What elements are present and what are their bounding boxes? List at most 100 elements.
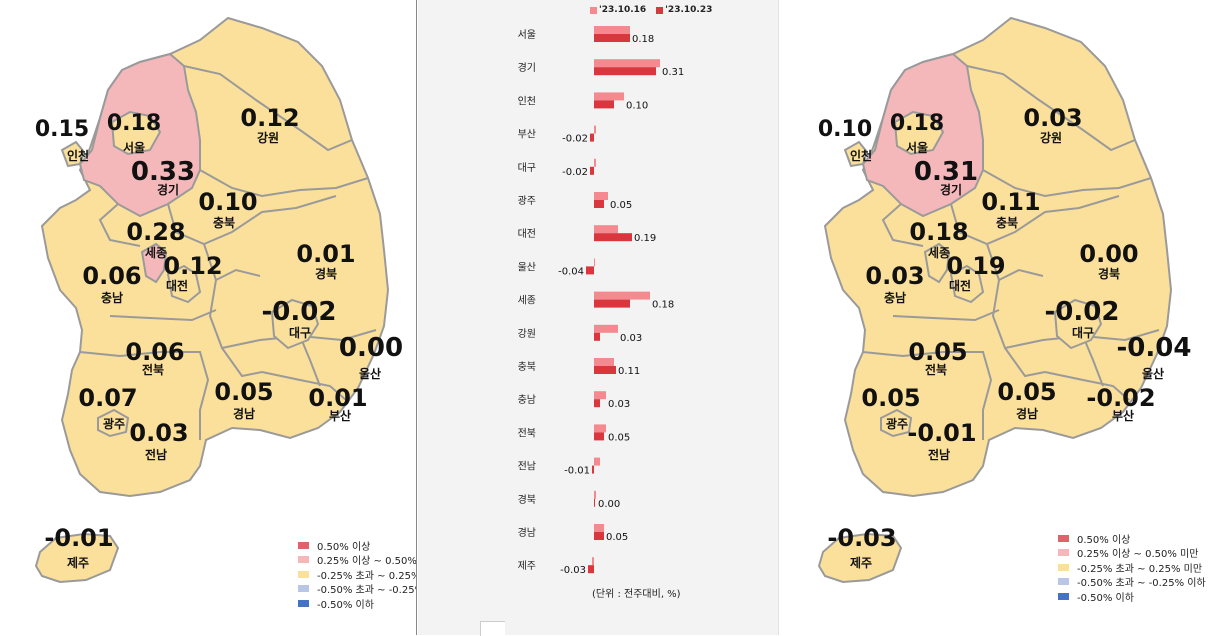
map-name-gwangju: 광주 bbox=[103, 416, 125, 431]
map-name-gyeonggi: 경기 bbox=[157, 182, 179, 197]
bar-curr-8 bbox=[594, 299, 630, 308]
bar-curr-6 bbox=[594, 233, 632, 242]
bar-curr-13 bbox=[592, 465, 594, 474]
legend-row-3: -0.50% 초과 ~ -0.25% 이하 bbox=[1058, 575, 1206, 589]
daegu-shape bbox=[1053, 298, 1103, 350]
bar-curr-1 bbox=[594, 67, 656, 76]
map-name-ulsan: 울산 bbox=[1142, 366, 1164, 381]
bar-curr-16 bbox=[588, 565, 594, 574]
bar-category-1: 경기 bbox=[518, 61, 536, 74]
bar-prev-16 bbox=[592, 557, 594, 566]
province-border bbox=[881, 203, 924, 247]
legend-row-2: -0.25% 초과 ~ 0.25% bbox=[298, 567, 416, 582]
bar-category-6: 대전 bbox=[518, 228, 536, 240]
map-name-chungbuk: 충북 bbox=[213, 215, 235, 230]
map-value-jeonbuk: 0.06 bbox=[125, 338, 184, 366]
map-value-chungbuk: 0.10 bbox=[198, 188, 257, 216]
map-value-gwangju: 0.05 bbox=[861, 384, 920, 412]
daejeon-shape bbox=[949, 264, 985, 304]
legend-swatch bbox=[298, 556, 309, 564]
map-value-ulsan: 0.00 bbox=[339, 333, 403, 363]
incheon-shape bbox=[843, 140, 869, 168]
bar-curr-3 bbox=[590, 133, 594, 142]
right-map-panel: 0.10 인천 0.18 서울 0.31 경기 0.03 강원 0.11 충북 0.18 세종 0.03… bbox=[780, 0, 1226, 635]
sejong-shape bbox=[140, 242, 168, 284]
map-value-seoul: 0.18 bbox=[890, 111, 944, 136]
legend-swatch bbox=[1058, 549, 1069, 557]
legend-label: -0.50% 이하 bbox=[317, 599, 374, 611]
gwangju-shape bbox=[880, 408, 913, 438]
bar-prev-12 bbox=[594, 424, 606, 433]
map-value-daejeon: 0.12 bbox=[163, 252, 222, 280]
bar-label-13: -0.01 bbox=[564, 466, 590, 477]
bar-category-10: 충북 bbox=[518, 361, 536, 373]
province-border bbox=[109, 309, 217, 322]
bar-curr-11 bbox=[594, 399, 600, 408]
legend-label: 0.25% 이상 ~ 0.50% 미만 bbox=[1077, 549, 1199, 561]
bar-category-2: 인천 bbox=[518, 95, 536, 107]
jeju-shape bbox=[34, 532, 120, 584]
bar-category-12: 전북 bbox=[518, 427, 536, 439]
bar-prev-13 bbox=[594, 457, 600, 466]
legend-row-1: 0.25% 이상 ~ 0.50% bbox=[298, 553, 416, 568]
left-map-legend: 0.50% 이상 0.25% 이상 ~ 0.50% -0.25% 초과 ~ 0.25… bbox=[298, 538, 416, 611]
map-value-gyeonggi: 0.33 bbox=[131, 157, 195, 187]
legend-label-prev: '23.10.16 bbox=[599, 5, 647, 15]
bar-category-8: 세종 bbox=[518, 295, 536, 307]
map-name-busan: 부산 bbox=[1112, 408, 1134, 423]
legend-row-0: 0.50% 이상 bbox=[298, 538, 416, 553]
map-value-sejong: 0.28 bbox=[126, 218, 185, 246]
bar-prev-9 bbox=[594, 324, 618, 333]
map-value-ulsan: -0.04 bbox=[1117, 333, 1192, 363]
map-name-ulsan: 울산 bbox=[359, 366, 381, 381]
province-border bbox=[986, 243, 1046, 378]
legend-swatch-prev bbox=[590, 6, 597, 14]
bar-label-9: 0.03 bbox=[620, 333, 642, 344]
bar-category-11: 충남 bbox=[518, 394, 536, 406]
province-border bbox=[998, 268, 1044, 281]
legend-swatch-curr bbox=[656, 6, 664, 14]
bar-curr-0 bbox=[594, 34, 630, 42]
map-value-jeju: -0.01 bbox=[44, 524, 113, 552]
map-name-chungnam: 충남 bbox=[884, 290, 906, 305]
bar-label-7: -0.04 bbox=[558, 266, 584, 277]
bar-prev-7 bbox=[594, 258, 595, 267]
legend-row-0: 0.50% 이상 bbox=[1058, 531, 1206, 546]
legend-swatch bbox=[1058, 563, 1069, 571]
bar-label-3: -0.02 bbox=[562, 134, 588, 145]
province-border bbox=[950, 195, 1120, 246]
bar-category-3: 부산 bbox=[518, 129, 536, 141]
bar-label-0: 0.18 bbox=[632, 34, 654, 45]
map-value-jeonnam: 0.03 bbox=[129, 419, 188, 447]
legend-label: 0.25% 이상 ~ 0.50% bbox=[317, 556, 416, 568]
legend-swatch bbox=[1058, 592, 1069, 600]
province-border bbox=[982, 169, 1152, 198]
legend-row-4: -0.50% 이하 bbox=[298, 596, 416, 611]
bar-category-9: 강원 bbox=[518, 328, 536, 340]
bar-curr-4 bbox=[590, 166, 594, 175]
bar-prev-11 bbox=[594, 391, 606, 400]
left-map-panel: 0.15 인천 0.18 서울 0.33 경기 0.12 강원 0.10 충북 0.28 세종 0.06… bbox=[0, 0, 416, 635]
map-name-gyeongnam: 경남 bbox=[233, 406, 255, 421]
bar-category-14: 경북 bbox=[518, 493, 536, 506]
corner-box bbox=[480, 621, 505, 636]
incheon-shape bbox=[60, 140, 86, 168]
bar-label-5: 0.05 bbox=[610, 200, 632, 211]
unit-note: (단위 : 전주대비, %) bbox=[592, 589, 681, 600]
legend-swatch bbox=[298, 585, 309, 593]
legend-label: -0.25% 초과 ~ 0.25% 미만 bbox=[1077, 563, 1203, 575]
bar-curr-9 bbox=[594, 332, 600, 341]
map-name-jeonnam: 전남 bbox=[145, 447, 167, 462]
legend-label: -0.50% 이하 bbox=[1077, 592, 1134, 604]
legend-swatch bbox=[298, 541, 309, 549]
province-border bbox=[1082, 335, 1104, 387]
legend-label: -0.25% 초과 ~ 0.25% bbox=[317, 570, 416, 582]
legend-row-2: -0.25% 초과 ~ 0.25% 미만 bbox=[1058, 560, 1206, 575]
province-border bbox=[215, 268, 261, 281]
bar-curr-12 bbox=[594, 432, 604, 441]
bar-label-15: 0.05 bbox=[606, 532, 628, 543]
province-border bbox=[199, 169, 369, 198]
bar-chart: 서울 0.18 경기 0.31 인천 0.10 부산 -0.02 대구 -0.02 광주 0.05 대전… bbox=[518, 26, 684, 576]
bar-label-8: 0.18 bbox=[652, 300, 674, 311]
map-name-daegu: 대구 bbox=[289, 326, 311, 340]
